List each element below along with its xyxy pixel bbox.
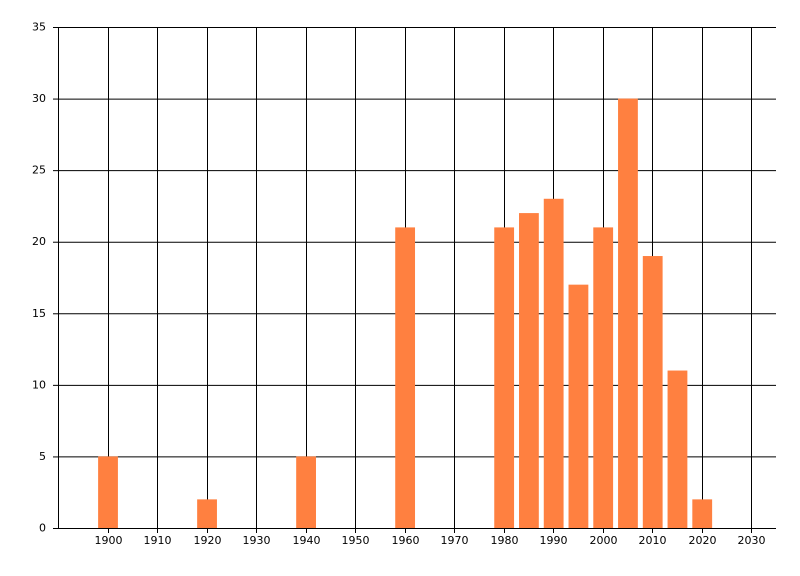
x-tick-label: 2000: [590, 534, 618, 547]
x-tick-label: 1920: [194, 534, 222, 547]
x-tick-label: 1940: [293, 534, 321, 547]
bar: [692, 499, 713, 528]
x-tick-label: 1930: [243, 534, 271, 547]
bar: [197, 499, 217, 528]
x-tick-label: 2030: [738, 534, 766, 547]
x-tick-label: 1950: [342, 534, 370, 547]
x-tick-label: 2010: [639, 534, 667, 547]
x-tick-label: 1970: [441, 534, 469, 547]
y-tick-label: 15: [32, 307, 46, 320]
y-tick-label: 25: [32, 164, 46, 177]
x-tick-label: 2020: [689, 534, 717, 547]
bar: [543, 198, 564, 528]
x-tick-label: 1980: [491, 534, 519, 547]
bar: [395, 227, 416, 528]
x-tick-label: 1910: [144, 534, 172, 547]
y-tick-label: 30: [32, 92, 46, 105]
x-tick-label: 1990: [540, 534, 568, 547]
x-tick-label: 1900: [95, 534, 123, 547]
bar: [618, 98, 638, 529]
bar: [568, 284, 589, 528]
x-tick-label: 1960: [392, 534, 420, 547]
bar: [494, 227, 515, 528]
y-tick-label: 5: [39, 450, 46, 463]
bar: [519, 213, 539, 529]
y-tick-label: 35: [32, 21, 46, 34]
y-tick-label: 10: [32, 378, 46, 391]
bar: [667, 370, 688, 528]
y-tick-label: 20: [32, 235, 46, 248]
y-tick-label: 0: [39, 522, 46, 535]
bar: [642, 256, 663, 528]
bar: [593, 227, 614, 528]
bar: [296, 456, 316, 528]
bar: [98, 456, 118, 528]
